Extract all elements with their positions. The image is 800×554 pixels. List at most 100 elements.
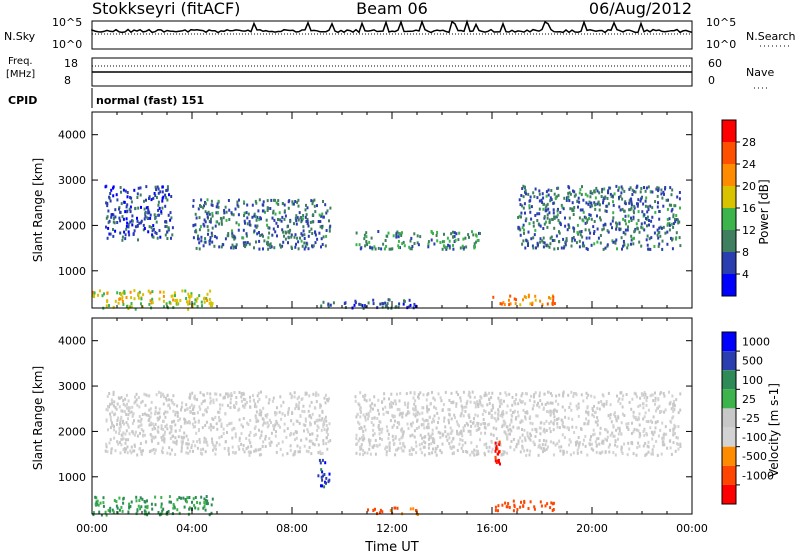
echo-cell — [649, 426, 652, 430]
echo-cell — [278, 410, 281, 414]
echo-cell — [668, 439, 671, 443]
echo-cell — [220, 435, 223, 439]
echo-cell — [204, 220, 207, 224]
echo-cell — [644, 453, 647, 457]
echo-cell — [153, 213, 156, 217]
echo-cell — [232, 213, 235, 217]
echo-cell — [639, 396, 642, 400]
echo-cell — [298, 421, 301, 425]
echo-cell — [308, 230, 311, 233]
echo-cell — [458, 424, 460, 428]
echo-cell — [529, 421, 532, 425]
echo-cell — [313, 204, 316, 208]
echo-cell — [620, 391, 623, 395]
echo-cell — [572, 189, 574, 193]
echo-cell — [446, 245, 448, 249]
echo-cell — [197, 420, 200, 424]
echo-cell — [138, 499, 141, 502]
echo-cell — [104, 185, 107, 189]
echo-cell — [107, 209, 110, 213]
echo-cell — [162, 402, 165, 406]
echo-cell — [196, 305, 199, 308]
echo-cell — [609, 192, 612, 196]
echo-cell — [676, 436, 679, 440]
echo-cell — [147, 208, 150, 212]
echo-cell — [645, 238, 648, 242]
echo-cell — [154, 422, 157, 426]
echo-cell — [542, 227, 545, 230]
echo-cell — [529, 449, 532, 453]
echo-cell — [291, 202, 294, 206]
echo-cell — [201, 452, 204, 456]
echo-cell — [246, 222, 249, 226]
echo-cell — [633, 211, 635, 215]
echo-cell — [406, 402, 409, 406]
echo-cell — [588, 236, 591, 240]
echo-cell — [532, 236, 535, 240]
echo-cell — [426, 419, 429, 422]
echo-cell — [403, 244, 406, 248]
echo-cell — [214, 392, 217, 396]
echo-cell — [166, 394, 169, 398]
echo-cell — [570, 244, 573, 248]
echo-cell — [418, 443, 421, 447]
echo-cell — [434, 450, 437, 454]
echo-cell — [392, 423, 395, 427]
echo-cell — [253, 229, 256, 233]
echo-cell — [137, 206, 140, 210]
echo-cell — [158, 411, 161, 415]
echo-cell — [536, 403, 539, 407]
echo-cell — [526, 434, 529, 438]
echo-cell — [313, 443, 316, 447]
echo-cell — [631, 441, 633, 444]
echo-cell — [190, 292, 193, 296]
echo-cell — [150, 198, 153, 202]
echo-cell — [189, 396, 191, 400]
echo-cell — [161, 199, 164, 203]
echo-cell — [368, 440, 371, 444]
echo-cell — [328, 478, 331, 482]
echo-cell — [659, 225, 662, 229]
echo-cell — [615, 428, 618, 432]
freq-tick-bottom: 8 — [64, 74, 71, 87]
echo-cell — [540, 198, 543, 202]
echo-cell — [308, 439, 311, 443]
echo-cell — [485, 393, 488, 397]
echo-cell — [417, 243, 420, 247]
echo-cell — [566, 196, 568, 200]
echo-cell — [312, 213, 314, 217]
echo-cell — [580, 193, 583, 197]
echo-cell — [432, 437, 435, 441]
echo-cell — [376, 417, 379, 420]
echo-cell — [322, 439, 325, 443]
echo-cell — [642, 430, 645, 433]
echo-cell — [277, 199, 280, 203]
echo-cell — [106, 215, 109, 219]
echo-cell — [576, 448, 579, 452]
echo-cell — [657, 236, 660, 240]
echo-cell — [617, 437, 619, 441]
echo-cell — [237, 228, 240, 232]
echo-cell — [590, 394, 593, 398]
echo-cell — [534, 298, 537, 302]
echo-cell — [607, 189, 610, 193]
echo-cell — [550, 401, 552, 405]
echo-cell — [368, 438, 371, 442]
echo-cell — [215, 211, 218, 215]
echo-cell — [171, 226, 174, 230]
echo-cell — [615, 238, 618, 242]
echo-cell — [646, 234, 649, 238]
echo-cell — [451, 429, 454, 433]
echo-cell — [388, 247, 391, 251]
echo-cell — [117, 442, 120, 446]
echo-cell — [210, 511, 213, 515]
echo-cell — [147, 289, 150, 293]
echo-cell — [616, 445, 619, 449]
echo-cell — [121, 437, 124, 441]
echo-cell — [310, 439, 313, 443]
echo-cell — [295, 436, 298, 440]
echo-cell — [260, 430, 263, 434]
echo-cell — [222, 432, 225, 436]
echo-cell — [368, 443, 371, 447]
echo-cell — [157, 191, 160, 195]
